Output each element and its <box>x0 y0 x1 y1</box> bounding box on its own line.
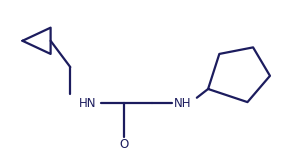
Text: NH: NH <box>174 97 191 110</box>
Text: O: O <box>119 138 128 151</box>
Text: HN: HN <box>78 97 96 110</box>
